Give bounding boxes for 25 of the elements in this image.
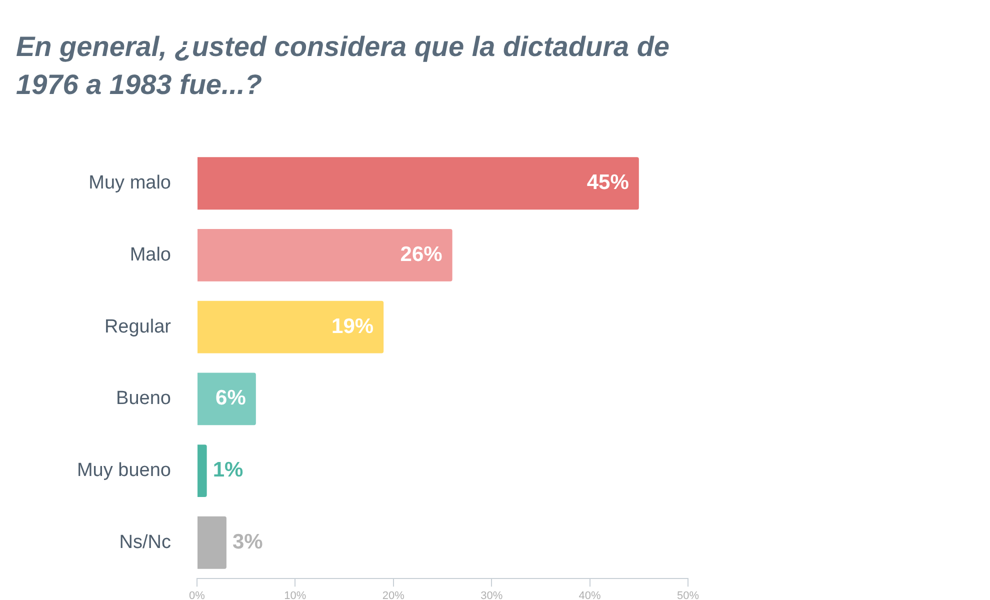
bar [198,157,639,210]
y-tick-label: Muy bueno [76,460,171,482]
data-label: 3% [232,530,264,554]
data-label: 19% [332,314,374,338]
bar [198,516,226,569]
bar [198,228,452,282]
x-tick-label: 0% [189,590,206,600]
bar [198,372,256,426]
data-label: 1% [212,458,244,482]
x-tick-label: 20% [382,590,405,600]
y-tick-label: Malo [130,244,171,266]
x-tick-label: 40% [578,590,602,600]
y-tick-label: Regular [104,316,172,338]
y-tick-label: Muy malo [88,172,171,194]
bar [198,300,384,354]
x-tick-label: 50% [676,590,700,600]
y-tick-label: Bueno [116,388,171,410]
y-tick-label: Ns/Nc [119,532,171,553]
data-label: 45% [586,171,630,194]
x-tick-label: 30% [480,590,503,600]
chart-title: En general, ¿usted considera que la dictadura de 1976 a 1983 fue...? [15,30,671,102]
data-label: 6% [216,386,246,410]
data-label: 26% [400,242,443,266]
bar [198,444,207,498]
x-tick-label: 10% [284,590,306,600]
